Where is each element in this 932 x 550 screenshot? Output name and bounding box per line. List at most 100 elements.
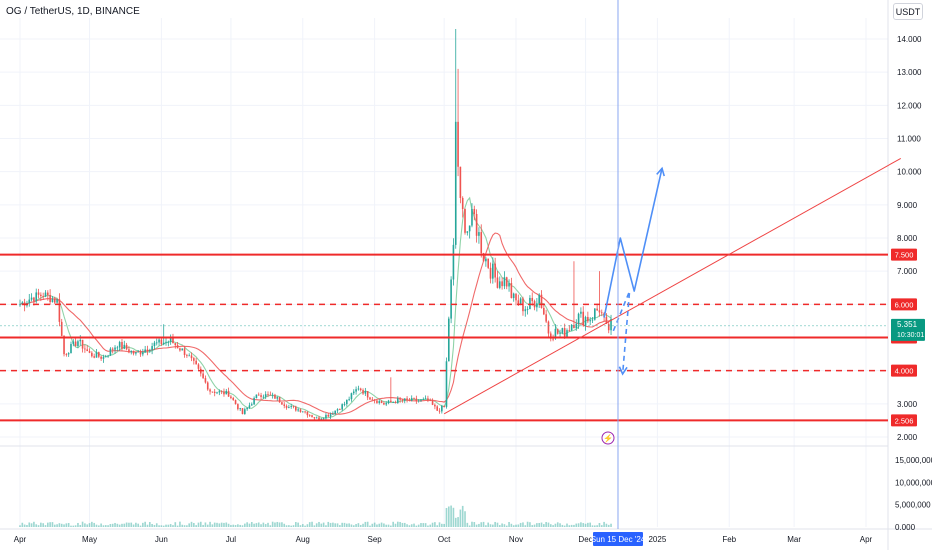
candle-body (206, 382, 209, 390)
candle-body (473, 208, 476, 215)
candle-body (146, 349, 149, 352)
ma-slow-line (19, 232, 612, 415)
volume-bar (72, 525, 75, 527)
candle-body (227, 390, 230, 397)
volume-bar (343, 522, 346, 527)
candle-body (74, 341, 77, 347)
volume-bar (304, 525, 306, 527)
volume-bar (193, 522, 195, 527)
projections[interactable] (603, 166, 665, 376)
volume-bar (510, 523, 513, 527)
volume-bar (130, 522, 133, 527)
candle-body (88, 351, 91, 353)
volume-bar (181, 524, 184, 527)
volume-bar (503, 524, 506, 527)
time-tick-label: Aug (296, 535, 310, 544)
candle-body (515, 293, 517, 301)
volume-bar (434, 522, 436, 527)
volume-bar (37, 525, 40, 527)
volume-bar (403, 522, 406, 527)
volume-bar (227, 523, 230, 527)
candles (19, 29, 612, 421)
candle-body (130, 350, 133, 353)
volume-bar (91, 521, 93, 527)
candle-body (246, 407, 248, 410)
candle-body (417, 400, 420, 402)
projection-bullish (603, 168, 663, 318)
volume-bar (162, 525, 165, 527)
volume-bar (517, 524, 520, 527)
current-price-value: 5.351 (897, 320, 918, 329)
candle-body (533, 301, 536, 308)
volume-bar (274, 522, 276, 527)
volume-bar (610, 523, 612, 527)
volume-bar (320, 523, 323, 527)
volume-bar (329, 522, 332, 527)
crosshair-time-label: Sun 15 Dec '24 (591, 535, 646, 544)
currency-button[interactable]: USDT (893, 3, 923, 20)
candle-body (410, 398, 413, 401)
candle-body (466, 231, 469, 233)
candle-body (478, 232, 480, 236)
volume-bar (260, 524, 262, 527)
volume-bar (545, 522, 547, 527)
candle-body (40, 294, 42, 296)
candle-body (325, 414, 327, 419)
volume-bar (199, 521, 202, 527)
volume-bar (195, 525, 197, 527)
candle-body (230, 396, 232, 398)
horizontal-levels[interactable] (0, 253, 888, 422)
volume-bar (559, 523, 561, 527)
candle-body (123, 344, 126, 349)
volume-bar (285, 525, 288, 527)
volume-bar (441, 523, 443, 527)
candle-body (128, 349, 130, 353)
volume-bar (155, 523, 158, 527)
candle-body (343, 404, 346, 405)
candle-body (327, 414, 330, 417)
price-tick-label: 7.000 (897, 267, 918, 276)
volume-bar (401, 522, 404, 527)
trendline-group[interactable] (443, 157, 902, 415)
candle-body (114, 347, 116, 350)
volume-bar (357, 523, 360, 527)
lightning-icon-glyph: ⚡ (603, 433, 613, 443)
volume-bar (223, 522, 225, 527)
candle-body (195, 360, 197, 365)
candle-body (167, 341, 170, 343)
candle-body (600, 312, 603, 314)
price-tick-label: 3.000 (897, 400, 918, 409)
candle-body (573, 324, 575, 329)
volume-bar (167, 524, 170, 527)
candle-body (44, 292, 47, 297)
candle-body (336, 409, 339, 411)
candle-body (260, 395, 262, 397)
candle-body (297, 409, 299, 411)
candle-body (79, 339, 82, 342)
volume-bar (443, 523, 445, 527)
volume-bar (508, 522, 510, 527)
volume-bar (594, 525, 596, 527)
volume-bar (355, 524, 357, 527)
volume-bar (406, 524, 408, 527)
candle-body (86, 349, 89, 352)
candle-body (459, 166, 462, 198)
projection-bullish-arrowhead (656, 166, 665, 177)
candle-body (142, 352, 144, 355)
volume-bar (100, 523, 102, 527)
volume-bars (19, 505, 612, 527)
volume-bar (422, 523, 425, 527)
volume-bar (216, 522, 218, 527)
candle-body (274, 394, 276, 399)
candle-body (139, 351, 142, 355)
level-price-badge (891, 298, 917, 311)
volume-bar (603, 521, 605, 527)
volume-bar (322, 522, 325, 527)
candle-body (526, 309, 529, 310)
volume-bar (86, 524, 89, 527)
volume-bar (318, 521, 320, 527)
candle-body (102, 357, 105, 359)
volume-bar (445, 507, 448, 527)
